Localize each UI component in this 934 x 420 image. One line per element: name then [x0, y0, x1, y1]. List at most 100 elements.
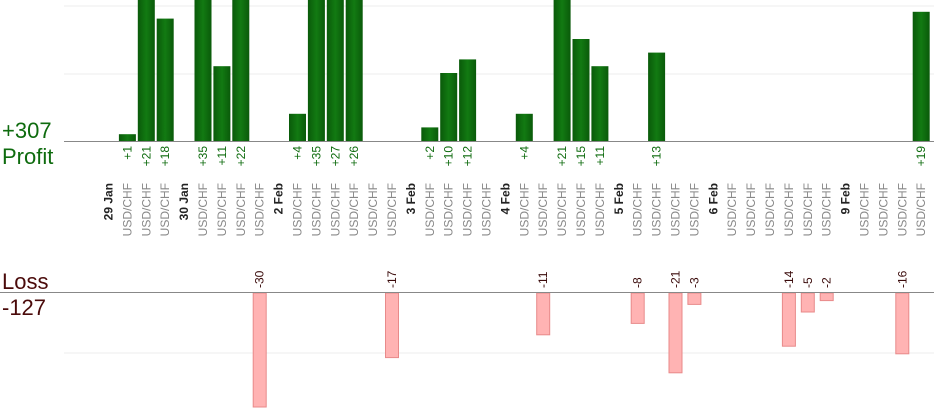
date-label: 9 Feb	[839, 183, 853, 214]
pair-label: USD/CHF	[782, 183, 796, 236]
pair-label: USD/CHF	[347, 183, 361, 236]
pair-label: USD/CHF	[234, 183, 248, 236]
loss-bar	[668, 292, 683, 374]
profit-bar	[326, 0, 344, 141]
pair-label: USD/CHF	[631, 183, 645, 236]
loss-label: Loss	[2, 269, 49, 294]
profit-value-label: +10	[442, 146, 456, 167]
pair-label: USD/CHF	[196, 183, 210, 236]
date-label: 5 Feb	[612, 183, 626, 214]
profit-bar	[912, 11, 930, 141]
profit-bar	[345, 0, 363, 141]
loss-value-label: -14	[782, 270, 796, 288]
profit-bar	[553, 0, 571, 141]
profit-value-label: +35	[196, 146, 210, 167]
profit-value-label: +18	[158, 146, 172, 167]
profit-bar	[591, 66, 609, 141]
loss-value-label: -30	[253, 270, 267, 288]
profit-value-label: +19	[914, 146, 928, 167]
profit-bar	[421, 127, 439, 141]
profit-value-label: +22	[234, 146, 248, 167]
pair-label: USD/CHF	[669, 183, 683, 236]
profit-value-label: +1	[120, 146, 134, 160]
profit-value-label: +21	[139, 146, 153, 167]
profit-bar	[194, 0, 212, 141]
axes	[0, 141, 934, 293]
pair-label: USD/CHF	[536, 183, 550, 236]
pair-label: USD/CHF	[253, 183, 267, 236]
loss-bar	[895, 292, 910, 355]
pair-label: USD/CHF	[895, 183, 909, 236]
pair-label: USD/CHF	[763, 183, 777, 236]
loss-value-label: -17	[385, 270, 399, 288]
profit-value-label: +4	[291, 146, 305, 160]
pair-label: USD/CHF	[650, 183, 664, 236]
profit-value-label: +15	[574, 146, 588, 167]
pair-label: USD/CHF	[291, 183, 305, 236]
profit-bar	[307, 0, 325, 141]
loss-bar	[252, 292, 267, 408]
loss-bar	[536, 292, 551, 336]
profit-value-label: +2	[423, 146, 437, 160]
pair-label: USD/CHF	[215, 183, 229, 236]
category-labels: 29 Jan USD/CHF USD/CHF USD/CHF 30 Jan USD/CHF…	[102, 183, 929, 236]
loss-value-label: -5	[801, 277, 815, 288]
loss-bar	[819, 292, 834, 302]
value-labels: +1 +21 +18 +35 +11 +22 +4 +35 +27 +26 +2 +10 +12 +4 +2…	[120, 146, 928, 288]
profit-value-label: +4	[517, 146, 531, 160]
date-label: 3 Feb	[404, 183, 418, 214]
pair-label: USD/CHF	[385, 183, 399, 236]
profit-bar	[137, 0, 155, 141]
profit-bar	[232, 0, 250, 141]
profit-bar	[572, 39, 590, 141]
pair-label: USD/CHF	[328, 183, 342, 236]
date-label: 2 Feb	[272, 183, 286, 214]
profit-bar	[289, 113, 306, 141]
loss-bar	[630, 292, 645, 324]
loss-value-label: -11	[536, 271, 550, 288]
pair-label: USD/CHF	[139, 183, 153, 236]
pair-label: USD/CHF	[574, 183, 588, 236]
pair-label: USD/CHF	[876, 183, 890, 236]
loss-value-label: -21	[669, 270, 683, 288]
profit-value-label: +13	[650, 146, 664, 167]
loss-value-label: -16	[895, 270, 909, 288]
profit-value-label: +12	[461, 146, 475, 167]
loss-bar	[800, 292, 815, 313]
pair-label: USD/CHF	[593, 183, 607, 236]
loss-value-label: -2	[820, 277, 834, 288]
loss-bar	[385, 292, 399, 359]
pair-label: USD/CHF	[120, 183, 134, 236]
profit-value-label: +27	[328, 146, 342, 167]
pair-label: USD/CHF	[158, 183, 172, 236]
pair-label: USD/CHF	[442, 183, 456, 236]
profit-bar	[459, 59, 477, 141]
pair-label: USD/CHF	[725, 183, 739, 236]
pair-label: USD/CHF	[423, 183, 437, 236]
loss-value-label: -8	[631, 277, 645, 288]
date-label: 30 Jan	[177, 183, 191, 220]
loss-value-label: -3	[687, 277, 701, 288]
pair-label: USD/CHF	[744, 183, 758, 236]
loss-bar	[687, 292, 702, 305]
profit-bar	[648, 52, 666, 141]
pair-label: USD/CHF	[517, 183, 531, 236]
profit-value-label: +26	[347, 146, 361, 167]
profit-bar	[118, 134, 136, 141]
date-label: 6 Feb	[706, 183, 720, 214]
profit-value-label: +11	[593, 146, 607, 166]
pair-label: USD/CHF	[309, 183, 323, 236]
profit-bar	[515, 113, 533, 141]
pair-label: USD/CHF	[461, 183, 475, 236]
pair-label: USD/CHF	[858, 183, 872, 236]
profit-total: +307	[2, 118, 52, 143]
pair-label: USD/CHF	[914, 183, 928, 236]
profit-value-label: +11	[215, 146, 229, 166]
date-label: 29 Jan	[102, 183, 116, 220]
date-label: 4 Feb	[498, 183, 512, 214]
pair-label: USD/CHF	[366, 183, 380, 236]
loss-bar	[781, 292, 796, 347]
loss-total: -127	[2, 295, 47, 320]
profit-value-label: +35	[309, 146, 323, 167]
